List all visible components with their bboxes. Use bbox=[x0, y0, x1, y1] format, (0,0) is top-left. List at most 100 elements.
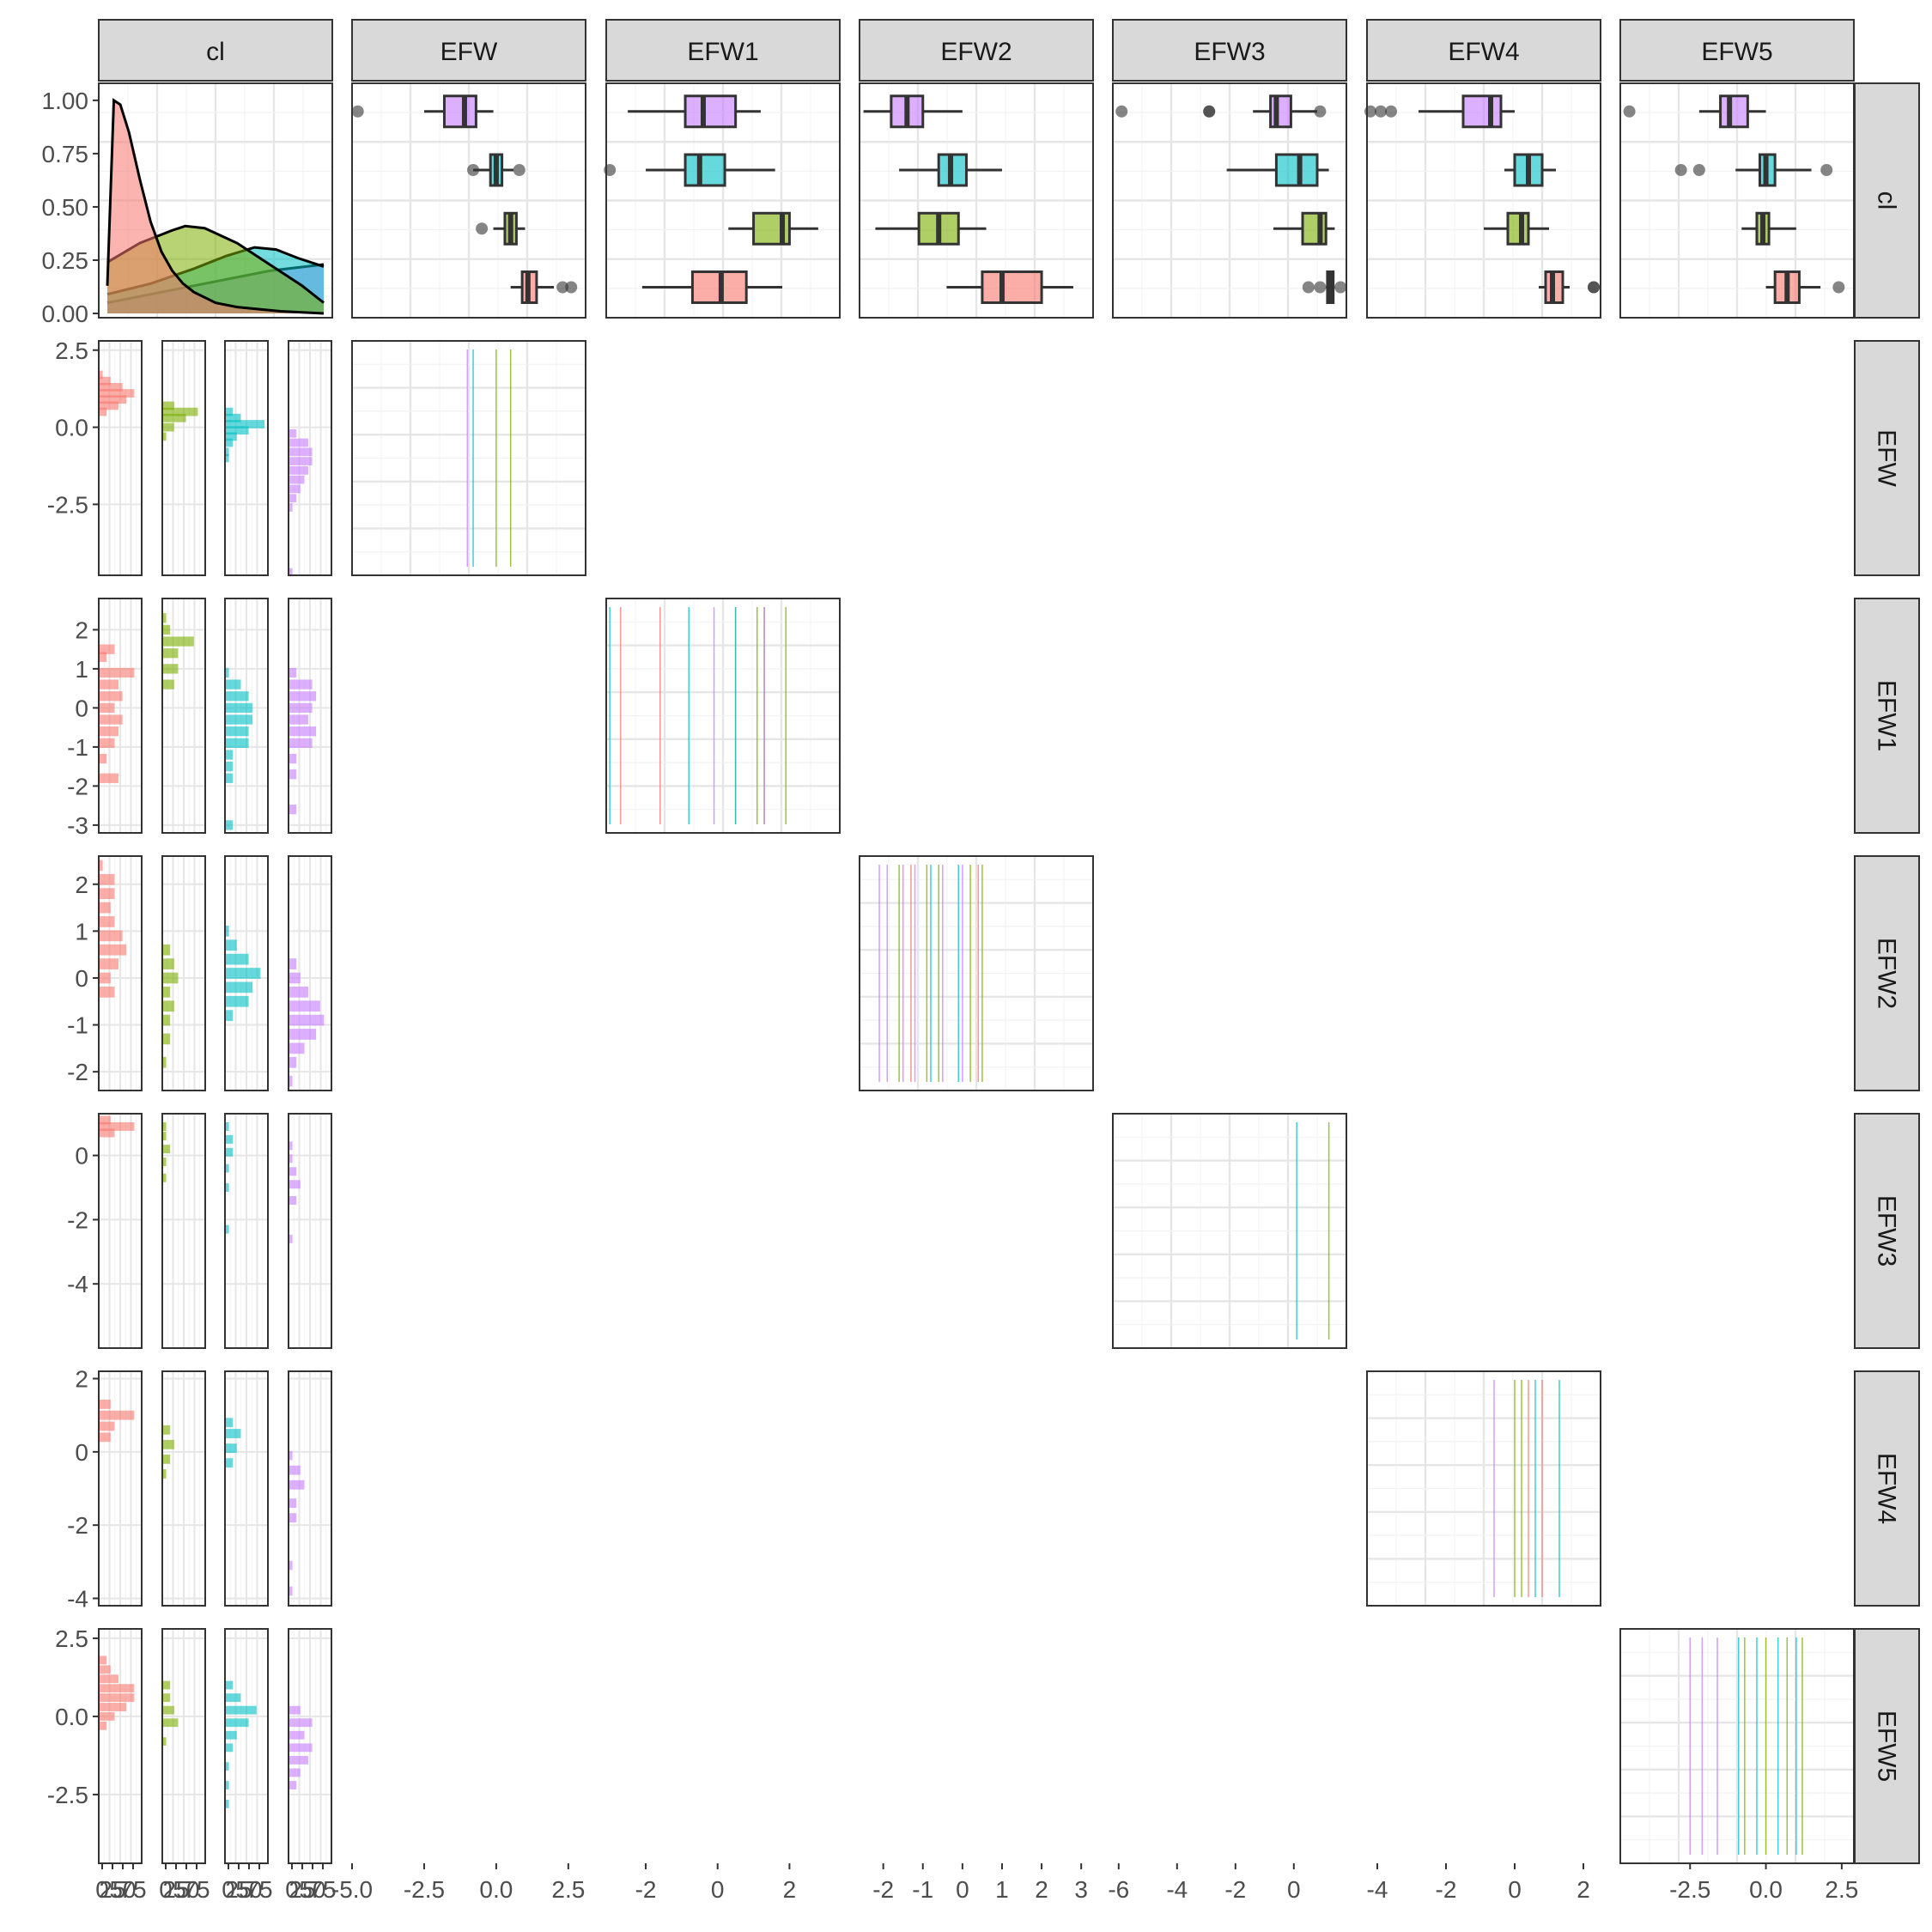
outlier-point bbox=[476, 222, 489, 235]
y-tick-label: 0.00 bbox=[42, 301, 89, 327]
strip-top-EFW4: EFW4 bbox=[1366, 19, 1601, 82]
x-tick-label: 25 bbox=[289, 1876, 315, 1903]
x-tick-label: 0 bbox=[1508, 1876, 1522, 1903]
hist-bar-3 bbox=[225, 1429, 241, 1438]
hist-bar-4 bbox=[289, 1498, 297, 1508]
panel-border bbox=[98, 1113, 143, 1349]
x-tick-label: 2 bbox=[1035, 1876, 1048, 1903]
hist-bar-4 bbox=[289, 1195, 297, 1205]
hist-bar-1 bbox=[99, 652, 107, 662]
hist-bar-2 bbox=[162, 407, 198, 416]
hist-bar-4 bbox=[289, 1705, 301, 1715]
hist-bar-4 bbox=[289, 1743, 313, 1753]
y-tick-label: -4 bbox=[67, 1585, 88, 1612]
hist-bar-3 bbox=[225, 1443, 237, 1453]
hist-bar-4 bbox=[289, 1029, 317, 1040]
boxplot-panel-EFW5 bbox=[1619, 82, 1855, 319]
hist-bar-4 bbox=[289, 1781, 297, 1789]
panel-border bbox=[1366, 1370, 1601, 1607]
x-tick-label: -2.5 bbox=[1669, 1876, 1710, 1903]
x-tick-label: 3 bbox=[1074, 1876, 1088, 1903]
strip-top-EFW3: EFW3 bbox=[1112, 19, 1347, 82]
hist-bar-3 bbox=[225, 1163, 229, 1173]
hist-bar-1 bbox=[99, 944, 127, 956]
x-tick-label: 0 bbox=[956, 1876, 969, 1903]
hist-bar-4 bbox=[289, 972, 301, 984]
hist-bar-3 bbox=[225, 1743, 234, 1753]
hist-bar-2 bbox=[162, 1693, 171, 1702]
hist-bar-4 bbox=[289, 1560, 293, 1571]
x-tick-label: -2.5 bbox=[404, 1876, 445, 1903]
hist-bar-2 bbox=[162, 1000, 174, 1012]
panel-border bbox=[605, 82, 841, 319]
hist-bar-4 bbox=[289, 457, 313, 465]
strip-box bbox=[351, 19, 586, 82]
hist-bar-3 bbox=[225, 426, 249, 435]
x-tick-label: 0 bbox=[1287, 1876, 1301, 1903]
outlier-point bbox=[556, 281, 569, 294]
hist-bar-4 bbox=[289, 702, 313, 714]
hist-bar-1 bbox=[99, 376, 111, 386]
hist-bar-4 bbox=[289, 769, 297, 780]
hist-bar-2 bbox=[162, 1454, 171, 1464]
histogram-panel-EFW4: -4 -2 0 2 bbox=[67, 1366, 332, 1612]
diagonal-panel-EFW3 bbox=[1112, 1113, 1347, 1349]
hist-bar-4 bbox=[289, 986, 308, 998]
hist-bar-4 bbox=[289, 714, 308, 725]
hist-bar-1 bbox=[99, 1656, 107, 1665]
hist-bar-1 bbox=[99, 644, 115, 654]
hist-bar-3 bbox=[225, 738, 249, 748]
x-tick-label: -4 bbox=[1166, 1876, 1188, 1903]
panel-border bbox=[98, 1628, 143, 1864]
outlier-point bbox=[1302, 281, 1315, 294]
diagonal-panel-EFW4 bbox=[1366, 1370, 1601, 1607]
hist-bar-4 bbox=[289, 1586, 293, 1596]
boxplot-panel-EFW2 bbox=[859, 82, 1094, 319]
histogram-panel-EFW1: -3 -2 -1 0 1 2 bbox=[67, 598, 332, 839]
hist-bar-4 bbox=[289, 1167, 297, 1176]
strip-label: EFW bbox=[440, 38, 498, 66]
strip-label: EFW2 bbox=[940, 38, 1012, 66]
density-line-1 bbox=[106, 98, 325, 315]
x-tick-label: 0 bbox=[285, 1876, 299, 1903]
strip-box bbox=[1854, 1370, 1920, 1607]
x-tick-label: 75 bbox=[119, 1876, 146, 1903]
hist-bar-1 bbox=[99, 1399, 111, 1409]
hist-bar-1 bbox=[99, 1421, 115, 1431]
hist-bar-2 bbox=[162, 1469, 167, 1479]
hist-bar-2 bbox=[162, 972, 179, 984]
hist-bar-2 bbox=[162, 1056, 167, 1068]
hist-bar-1 bbox=[99, 738, 115, 748]
hist-bar-3 bbox=[225, 939, 237, 951]
histogram-panel-EFW2: -2 -1 0 1 2 bbox=[67, 855, 332, 1091]
hist-bar-4 bbox=[289, 503, 293, 512]
y-tick-label: 0 bbox=[75, 1439, 88, 1466]
panel-border bbox=[859, 855, 1094, 1091]
hist-bar-4 bbox=[289, 753, 297, 764]
y-tick-label: -2 bbox=[67, 1206, 88, 1233]
y-tick-label: 0.75 bbox=[42, 141, 89, 167]
y-tick-label: 1 bbox=[75, 918, 88, 945]
box-4 bbox=[1461, 94, 1503, 129]
hist-bar-4 bbox=[289, 568, 293, 577]
hist-bar-3 bbox=[225, 1680, 234, 1690]
hist-bar-2 bbox=[162, 1705, 174, 1715]
hist-bar-4 bbox=[289, 1450, 293, 1461]
hist-bar-3 bbox=[225, 773, 234, 783]
hist-bar-4 bbox=[289, 1075, 293, 1087]
hist-bar-4 bbox=[289, 465, 308, 475]
y-tick-label: 2 bbox=[75, 872, 88, 898]
strip-box bbox=[605, 19, 841, 82]
strip-label: EFW1 bbox=[687, 38, 758, 66]
strip-box bbox=[1854, 598, 1920, 834]
strip-top-cl: cl bbox=[98, 19, 333, 82]
x-tick-label: 25 bbox=[99, 1876, 125, 1903]
strip-right-EFW3: EFW3 bbox=[1854, 1113, 1920, 1349]
x-tick-label: 1 bbox=[995, 1876, 1009, 1903]
strip-right-EFW2: EFW2 bbox=[1854, 855, 1920, 1091]
panel-border bbox=[98, 855, 143, 1091]
panel-border bbox=[98, 1370, 143, 1607]
hist-bar-1 bbox=[99, 726, 118, 737]
density-area-1 bbox=[107, 100, 324, 314]
